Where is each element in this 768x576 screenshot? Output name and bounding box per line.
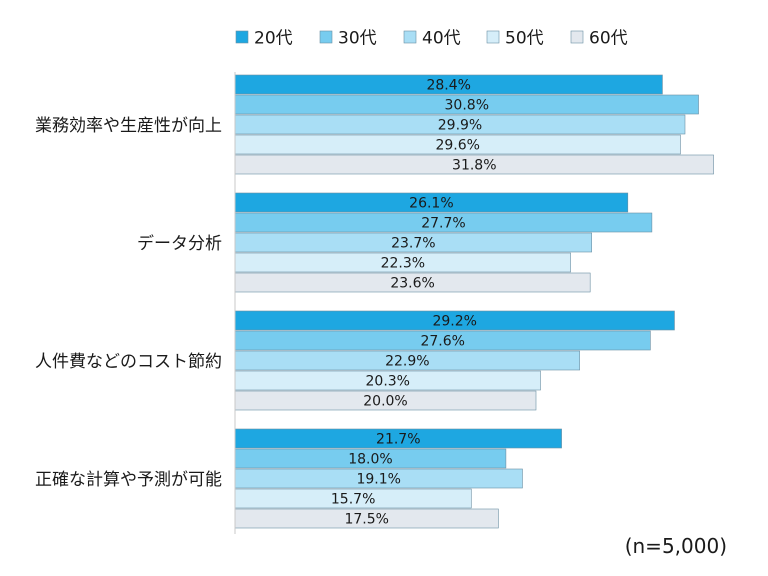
category-label-3: 人件費などのコスト節約 xyxy=(35,352,222,372)
legend-swatch-2 xyxy=(319,30,333,44)
data-label-c2-s2: 27.7% xyxy=(421,216,465,232)
data-label-c3-s3: 22.9% xyxy=(385,354,429,370)
data-label-c3-s4: 20.3% xyxy=(366,374,410,390)
data-label-c3-s2: 27.6% xyxy=(420,334,464,350)
category-label-2: データ分析 xyxy=(137,233,222,254)
data-label-c4-s4: 15.7% xyxy=(331,492,375,508)
chart-legend: 20代 30代 40代 50代 60代 xyxy=(235,29,628,49)
legend-swatch-5 xyxy=(570,30,584,44)
data-label-c2-s3: 23.7% xyxy=(391,236,435,252)
legend-swatch-1 xyxy=(235,30,249,44)
data-label-c4-s1: 21.7% xyxy=(376,432,420,448)
data-label-c4-s2: 18.0% xyxy=(348,452,392,468)
legend-label-5: 60代 xyxy=(589,29,628,49)
bar-area: 28.4% 30.8% 29.9% 29.6% 31.8% 26.1% 27.7% 23.7%… xyxy=(234,74,714,529)
data-label-c1-s3: 29.9% xyxy=(438,118,482,134)
data-label-c4-s3: 19.1% xyxy=(356,472,400,488)
data-label-c1-s2: 30.8% xyxy=(445,98,489,114)
legend-swatch-4 xyxy=(486,30,500,44)
legend-label-2: 30代 xyxy=(338,29,377,49)
legend-label-4: 50代 xyxy=(505,29,544,49)
data-label-c2-s1: 26.1% xyxy=(409,196,453,212)
data-label-c2-s4: 22.3% xyxy=(381,256,425,272)
data-label-c1-s5: 31.8% xyxy=(452,158,496,174)
legend-label-1: 20代 xyxy=(254,29,293,49)
category-label-4: 正確な計算や予測が可能 xyxy=(35,470,222,490)
sample-size-note: (n=5,000) xyxy=(625,534,727,558)
legend-swatch-3 xyxy=(403,30,417,44)
data-label-c3-s5: 20.0% xyxy=(363,394,407,410)
data-label-c1-s1: 28.4% xyxy=(426,78,470,94)
data-label-c4-s5: 17.5% xyxy=(344,512,388,528)
category-label-1: 業務効率や生産性が向上 xyxy=(35,116,222,136)
legend-label-3: 40代 xyxy=(422,29,461,49)
data-label-c2-s5: 23.6% xyxy=(390,276,434,292)
data-label-c1-s4: 29.6% xyxy=(435,138,479,154)
data-label-c3-s1: 29.2% xyxy=(432,314,476,330)
